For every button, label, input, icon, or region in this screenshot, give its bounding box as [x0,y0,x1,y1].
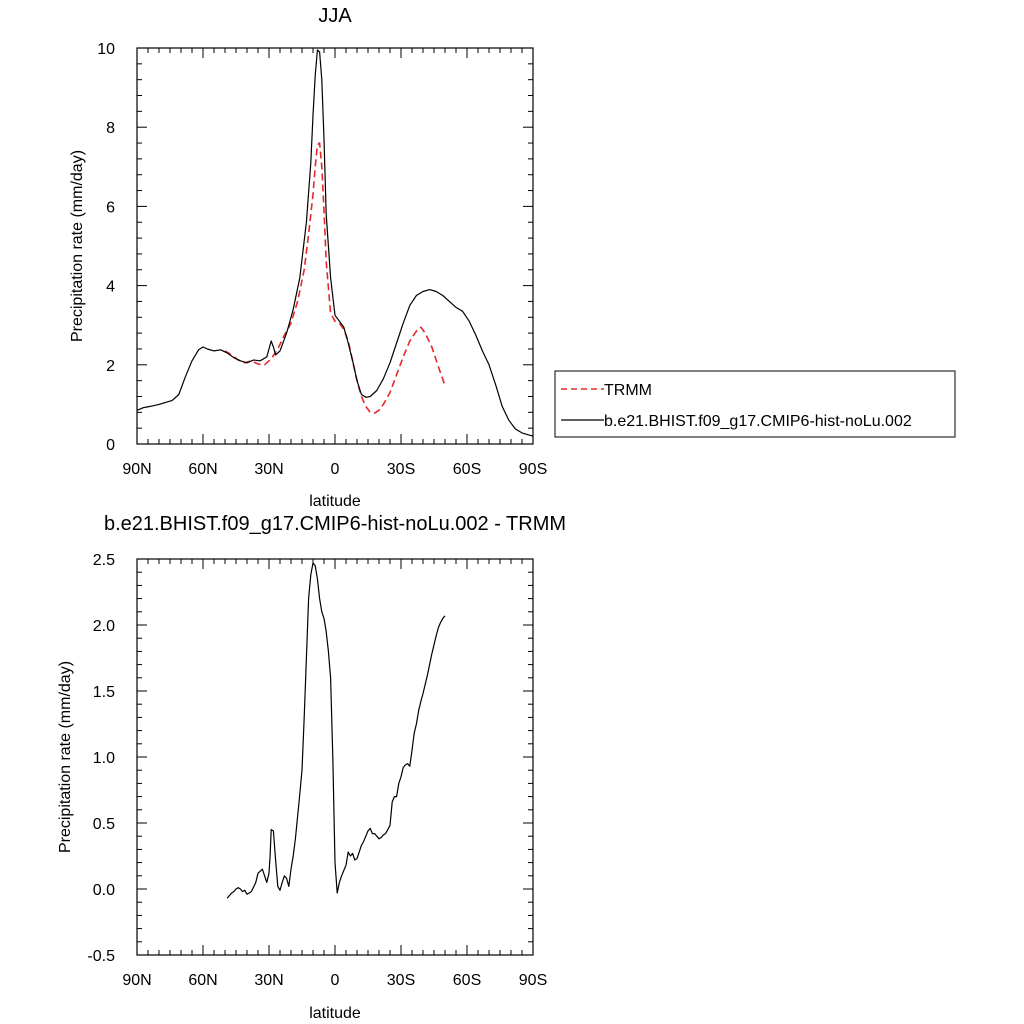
x-tick-label: 0 [331,972,340,989]
plot-frame [136,558,534,956]
x-tick-label: 90N [122,461,151,478]
x-tick-label: 90N [122,972,151,989]
x-tick-label: 30N [254,972,283,989]
y-axis-label: Precipitation rate (mm/day) [57,661,74,853]
y-tick-label: 2 [106,358,115,375]
x-tick-label: 60N [188,972,217,989]
legend-label-model: b.e21.BHIST.f09_g17.CMIP6-hist-noLu.002 [604,413,912,430]
x-tick-label: 90S [519,972,547,989]
y-tick-label: 4 [106,279,115,296]
plot-frame [136,47,534,445]
y-tick-label: 0.0 [93,882,115,899]
legend: TRMM b.e21.BHIST.f09_g17.CMIP6-hist-noLu… [554,370,956,438]
series-lines [226,562,446,899]
y-tick-label: 10 [97,41,115,58]
x-axis-label: latitude [309,1005,361,1022]
legend-box [554,370,956,438]
x-tick-label: 60S [453,461,481,478]
series-line-0 [226,562,446,899]
x-tick-label: 30S [387,972,415,989]
x-tick-label: 0 [331,461,340,478]
x-axis-label: latitude [309,493,361,510]
series-line-1 [136,49,534,437]
legend-label-trmm: TRMM [604,382,652,399]
y-tick-label: 0 [106,437,115,454]
chart-title: JJA [318,5,352,27]
y-tick-label: -0.5 [87,948,115,965]
y-tick-label: 1.0 [93,750,115,767]
x-tick-label: 30S [387,461,415,478]
chart-title: b.e21.BHIST.f09_g17.CMIP6-hist-noLu.002 … [104,513,566,535]
y-tick-label: 8 [106,120,115,137]
y-tick-label: 1.5 [93,684,115,701]
y-tick-label: 6 [106,199,115,216]
series-lines [136,49,534,437]
axis-ticks: 90N 60N 30N 0 30S 60S 90S 0 2 4 6 8 10 [97,41,547,478]
y-axis-label: Precipitation rate (mm/day) [69,150,86,342]
x-tick-label: 30N [254,461,283,478]
y-tick-label: 2.0 [93,618,115,635]
series-line-0 [224,142,446,414]
panel-difference: b.e21.BHIST.f09_g17.CMIP6-hist-noLu.002 … [57,513,566,1022]
x-tick-label: 60N [188,461,217,478]
y-tick-label: 0.5 [93,816,115,833]
x-tick-label: 60S [453,972,481,989]
y-tick-label: 2.5 [93,552,115,569]
x-tick-label: 90S [519,461,547,478]
axis-ticks: 90N 60N 30N 0 30S 60S 90S -0.5 0.0 0.5 1.0 1.5 2.0 2.… [87,552,547,989]
